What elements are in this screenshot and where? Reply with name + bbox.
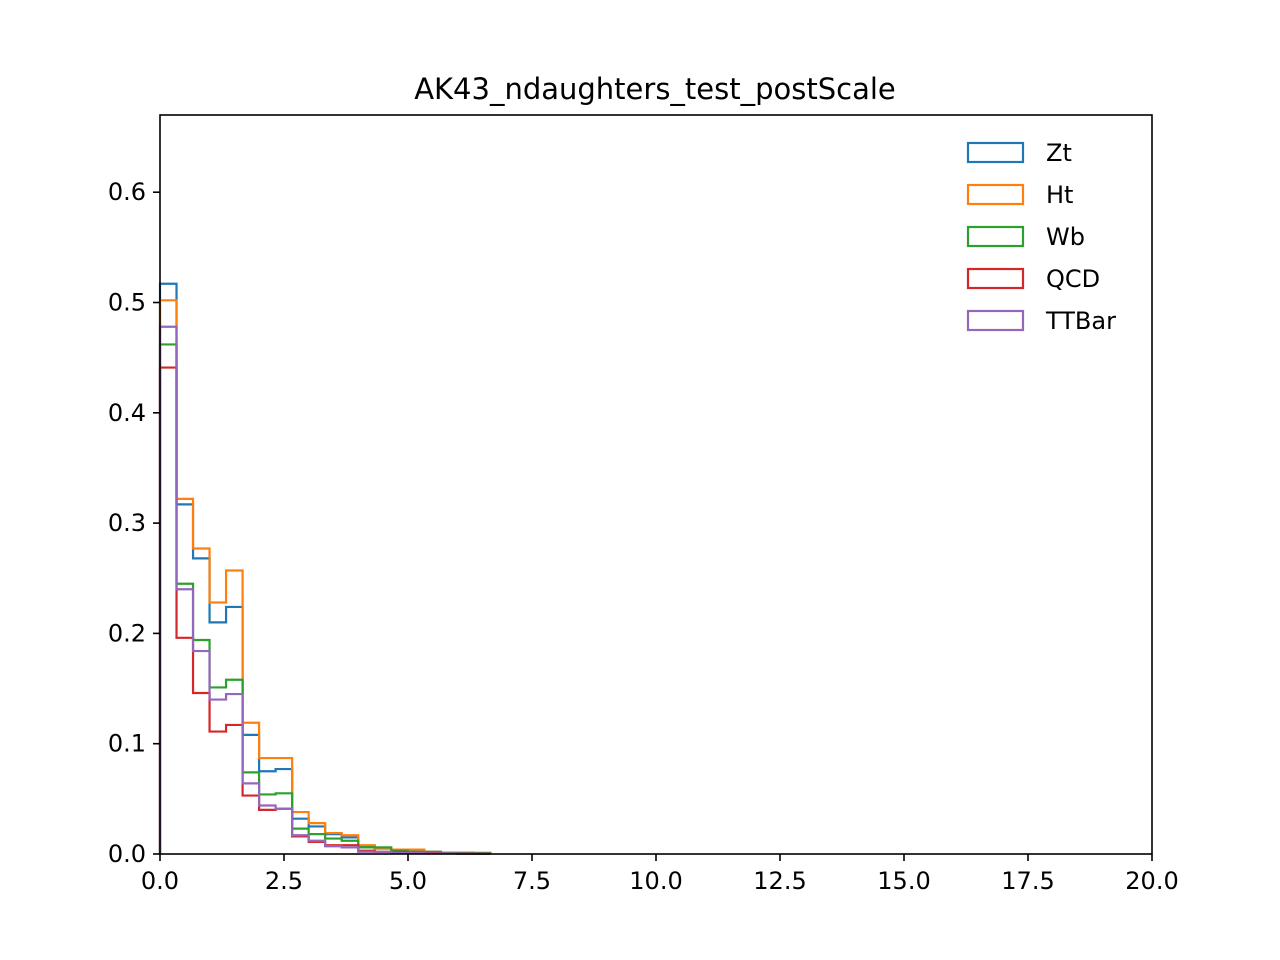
legend-swatch-wb xyxy=(966,225,1025,248)
y-tick-label: 0.6 xyxy=(108,178,146,206)
legend-swatch-qcd xyxy=(966,267,1025,290)
x-axis: 0.0 2.5 5.0 7.5 10.0 12.5 15.0 17.5 20.0 xyxy=(141,854,1179,895)
x-tick-label: 12.5 xyxy=(753,867,806,895)
legend-label-ht: Ht xyxy=(1046,181,1073,209)
series-wb-step xyxy=(158,343,492,854)
y-tick-label: 0.0 xyxy=(108,840,146,868)
legend-label-ttbar: TTBar xyxy=(1045,307,1116,335)
y-tick-label: 0.5 xyxy=(108,289,146,317)
legend: Zt Ht Wb QCD TTBar xyxy=(966,139,1116,335)
x-tick-label: 15.0 xyxy=(877,867,930,895)
x-tick-label: 0.0 xyxy=(141,867,179,895)
legend-label-qcd: QCD xyxy=(1046,265,1100,293)
x-tick-label: 17.5 xyxy=(1001,867,1054,895)
legend-swatch-zt xyxy=(966,141,1025,164)
y-axis: 0.0 0.1 0.2 0.3 0.4 0.5 0.6 xyxy=(108,178,160,868)
legend-label-zt: Zt xyxy=(1046,139,1072,167)
x-tick-label: 10.0 xyxy=(629,867,682,895)
y-tick-label: 0.4 xyxy=(108,399,146,427)
series-layer xyxy=(158,282,492,855)
y-tick-label: 0.1 xyxy=(108,730,146,758)
x-tick-label: 5.0 xyxy=(389,867,427,895)
x-tick-label: 20.0 xyxy=(1125,867,1178,895)
y-tick-label: 0.3 xyxy=(108,509,146,537)
x-tick-label: 7.5 xyxy=(513,867,551,895)
y-tick-label: 0.2 xyxy=(108,619,146,647)
chart-title: AK43_ndaughters_test_postScale xyxy=(414,72,896,106)
legend-swatch-ht xyxy=(966,183,1025,206)
x-tick-label: 2.5 xyxy=(265,867,303,895)
legend-swatch-ttbar xyxy=(966,309,1025,332)
legend-label-wb: Wb xyxy=(1046,223,1085,251)
